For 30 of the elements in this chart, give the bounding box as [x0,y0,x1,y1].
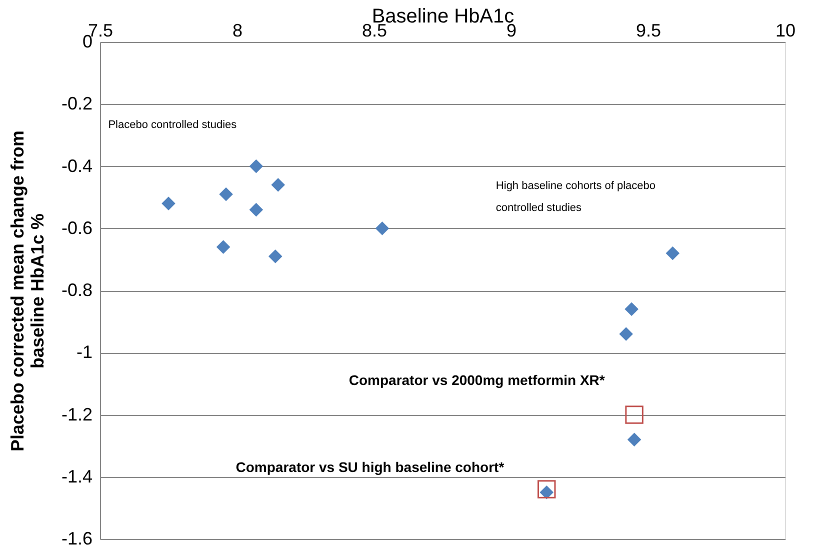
annotation: Comparator vs 2000mg metformin XR* [348,372,606,388]
point [249,202,264,217]
y-tick-label: -1 [76,342,92,362]
annotation: Comparator vs SU high baseline cohort* [236,458,505,475]
point [627,432,642,446]
y-tick-label: -0.6 [61,218,92,238]
y-tick-label: -1.4 [61,466,92,486]
point [162,196,176,210]
y-tick-label: -1.2 [61,404,92,424]
point [249,159,264,174]
x-tick-label: 10 [775,20,796,40]
point [219,187,233,202]
point [216,240,230,254]
point [619,327,633,341]
point [538,480,556,498]
y-tick-label: -1.6 [61,528,92,548]
y-tick-label: -0.4 [61,156,92,176]
point [268,249,282,264]
y-tick-label: -0.2 [61,94,92,114]
point [375,221,390,236]
point [624,302,638,316]
annotation: High baseline cohorts of placebo controlled studies [496,180,656,214]
annotation: Placebo controlled studies [108,119,238,131]
x-tick-label: 8 [232,20,243,40]
x-tick-label: 9.5 [636,20,662,40]
point [271,178,285,192]
y-tick-label: -0.8 [61,280,92,300]
y-axis-title: Placebo corrected mean change from baseline HbA1c % [7,130,48,452]
point [625,406,644,424]
point [666,246,680,260]
